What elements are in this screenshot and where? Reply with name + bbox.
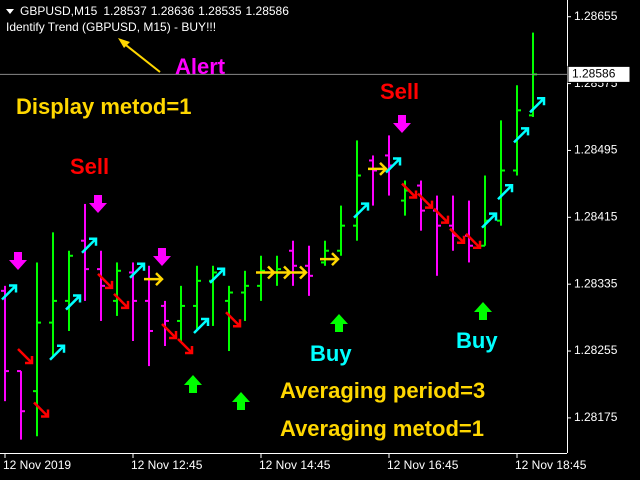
buy-arrow (184, 375, 202, 393)
signal-arrow (161, 323, 178, 340)
signal-arrow (401, 182, 418, 199)
buy-label: Buy (456, 328, 498, 353)
signal-arrow (33, 401, 50, 418)
buy-arrow (330, 314, 348, 332)
buy-label: Buy (310, 341, 352, 366)
signal-arrow (1, 284, 18, 301)
header-close: 1.28586 (246, 4, 290, 18)
sell-arrow (153, 248, 171, 266)
signal-arrow (49, 344, 66, 361)
x-tick-label: 12 Nov 2019 (3, 458, 71, 472)
signal-arrow (81, 237, 98, 254)
signal-arrow (497, 183, 514, 201)
signal-arrow (385, 157, 402, 174)
signal-arrow (368, 161, 388, 176)
x-tick-label: 12 Nov 14:45 (259, 458, 331, 472)
x-tick-label: 12 Nov 12:45 (131, 458, 203, 472)
header-high: 1.28636 (151, 4, 195, 18)
signal-arrow (209, 267, 226, 284)
buy-signals (184, 302, 492, 410)
signal-arrow (288, 265, 308, 280)
x-tick-label: 12 Nov 16:45 (387, 458, 459, 472)
signal-arrow (465, 232, 482, 249)
header-low: 1.28535 (198, 4, 242, 18)
buy-arrow (474, 302, 492, 320)
current-price-label: 1.28586 (572, 67, 616, 81)
y-tick-label: 1.28655 (574, 9, 618, 23)
signal-arrow (481, 212, 498, 229)
header-open: 1.28537 (103, 4, 147, 18)
x-tick-label: 12 Nov 18:45 (515, 458, 587, 472)
signal-arrow (449, 227, 466, 244)
signal-arrow (225, 311, 242, 328)
sell-signals (9, 115, 411, 270)
sell-arrow (89, 195, 107, 213)
signal-arrow (177, 338, 194, 355)
sell-arrow (9, 252, 27, 270)
symbol: GBPUSD,M15 (20, 4, 98, 18)
alert-pointer (121, 41, 161, 73)
signal-arrow (113, 293, 130, 310)
sell-label: Sell (70, 154, 109, 179)
signal-arrow (417, 192, 434, 209)
alert-label: Alert (175, 54, 226, 79)
current-price-box (567, 65, 631, 83)
signal-arrow (144, 272, 164, 287)
display-label: Display metod=1 (16, 94, 191, 119)
period-label: Averaging period=3 (280, 378, 485, 403)
header: GBPUSD,M15 1.28537 1.28636 1.28535 1.28586 (20, 4, 289, 18)
y-tick-label: 1.28415 (574, 209, 618, 223)
signal-arrow (97, 272, 114, 290)
sell-arrow (393, 115, 411, 133)
y-tick-label: 1.28175 (574, 410, 618, 424)
buy-arrow (232, 392, 250, 410)
y-tick-label: 1.28255 (574, 343, 618, 357)
sell-label: Sell (380, 79, 419, 104)
signal-arrow (353, 202, 370, 219)
y-tick-label: 1.28335 (574, 276, 618, 290)
menu-triangle[interactable] (6, 9, 14, 14)
signal-arrow (65, 294, 82, 311)
method-label: Averaging metod=1 (280, 416, 484, 441)
indicator-text: Identify Trend (GBPUSD, M15) - BUY!!! (6, 20, 216, 34)
signal-arrow (129, 262, 146, 279)
signal-arrow (433, 207, 450, 224)
y-tick-label: 1.28495 (574, 143, 618, 157)
signal-arrow (513, 127, 530, 144)
signal-arrow (17, 348, 34, 365)
alert-pointer-head (118, 38, 130, 48)
signal-arrow (529, 97, 546, 114)
signal-arrow (320, 252, 340, 266)
signal-arrow (193, 317, 210, 334)
